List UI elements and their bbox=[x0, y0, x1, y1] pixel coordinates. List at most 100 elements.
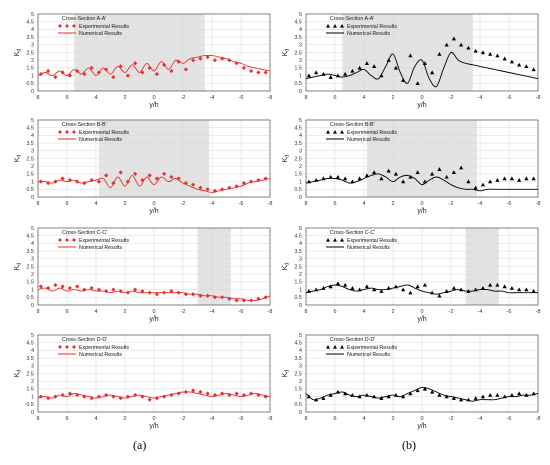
legend-marker bbox=[333, 130, 337, 134]
experimental-point bbox=[415, 284, 420, 289]
experimental-point bbox=[415, 81, 420, 85]
experimental-point bbox=[488, 51, 493, 56]
y-tick-label: 4 bbox=[31, 348, 34, 354]
legend-marker bbox=[340, 130, 344, 134]
y-axis-label: Kd bbox=[14, 263, 23, 271]
y-tick-label: 3 bbox=[299, 149, 302, 155]
experimental-point bbox=[198, 293, 203, 298]
chart-title: Cross-Section A-A' bbox=[330, 16, 374, 22]
plot-frame bbox=[305, 334, 539, 413]
experimental-point bbox=[473, 48, 478, 53]
experimental-point bbox=[364, 284, 369, 289]
y-axis-label: Kd bbox=[14, 370, 23, 378]
y-axis-label: Kd bbox=[282, 370, 291, 378]
experimental-point bbox=[46, 396, 51, 401]
experimental-point bbox=[379, 289, 384, 293]
experimental-point bbox=[495, 177, 500, 182]
experimental-point bbox=[451, 396, 456, 400]
experimental-point bbox=[198, 389, 203, 395]
y-tick-label: 4 bbox=[31, 241, 34, 247]
legend-marker bbox=[65, 24, 69, 28]
x-axis-label: y/h bbox=[149, 102, 158, 109]
x-axis-label: y/h bbox=[149, 316, 158, 323]
y-tick-label: 3.5 bbox=[26, 141, 34, 147]
experimental-point bbox=[444, 174, 449, 179]
legend-label: Experimental Results bbox=[347, 24, 397, 30]
legend-label: Numerical Results bbox=[347, 137, 390, 143]
experimental-point bbox=[386, 394, 391, 399]
y-tick-label: 0.5 bbox=[294, 187, 302, 193]
y-tick-label: 4.5 bbox=[26, 126, 34, 132]
y-axis-label: Kd bbox=[14, 49, 23, 57]
y-tick-label: 0 bbox=[299, 89, 302, 95]
y-tick-label: 5 bbox=[299, 118, 302, 124]
experimental-point bbox=[198, 185, 203, 190]
y-tick-label: 3.5 bbox=[294, 35, 302, 41]
x-tick-label: -6 bbox=[239, 95, 244, 101]
experimental-point bbox=[437, 167, 442, 171]
legend-label: Experimental Results bbox=[347, 345, 397, 351]
y-tick-label: 0 bbox=[299, 303, 302, 309]
x-tick-label: 6 bbox=[65, 201, 68, 207]
x-tick-label: -6 bbox=[239, 416, 244, 422]
x-tick-label: 8 bbox=[36, 309, 39, 315]
experimental-point bbox=[205, 391, 210, 396]
legend-marker bbox=[72, 130, 76, 134]
y-tick-label: 2 bbox=[31, 164, 34, 170]
y-tick-label: 0 bbox=[299, 410, 302, 416]
y-tick-label: 4 bbox=[299, 27, 302, 33]
y-tick-label: 1.5 bbox=[294, 387, 302, 393]
experimental-point bbox=[509, 176, 514, 181]
experimental-point bbox=[140, 289, 145, 294]
y-tick-label: 3.5 bbox=[294, 249, 302, 255]
y-tick-label: 1 bbox=[31, 73, 34, 79]
x-tick-label: -2 bbox=[181, 416, 186, 422]
experimental-point bbox=[531, 176, 536, 181]
x-tick-label: 2 bbox=[391, 309, 394, 315]
x-tick-label: -4 bbox=[478, 201, 483, 207]
experimental-point bbox=[517, 62, 522, 67]
experimental-point bbox=[524, 287, 529, 292]
x-tick-label: 0 bbox=[420, 416, 423, 422]
experimental-point bbox=[502, 284, 507, 289]
chart-title: Cross-Section B-B' bbox=[330, 122, 375, 128]
experimental-point bbox=[234, 391, 239, 396]
y-tick-label: 1 bbox=[31, 287, 34, 293]
x-tick-label: 8 bbox=[304, 201, 307, 207]
y-tick-label: 3 bbox=[299, 43, 302, 49]
x-tick-label: 4 bbox=[362, 95, 365, 101]
y-tick-label: 3.5 bbox=[26, 249, 34, 255]
experimental-point bbox=[133, 61, 138, 66]
x-tick-label: 6 bbox=[333, 416, 336, 422]
experimental-point bbox=[335, 281, 340, 286]
chart-a-2: 00.511.522.533.544.558 6 4 2 0 -2 -4 -6 -8y/hKdC… bbox=[14, 118, 272, 215]
experimental-point bbox=[162, 394, 167, 399]
y-axis-label: Kd bbox=[14, 155, 23, 163]
plot-frame bbox=[305, 227, 539, 306]
y-tick-label: 3.5 bbox=[26, 356, 34, 362]
x-tick-label: -2 bbox=[181, 201, 186, 207]
legend-marker bbox=[326, 345, 330, 349]
y-tick-label: 3 bbox=[31, 257, 34, 263]
x-axis-label: y/h bbox=[149, 208, 158, 215]
y-tick-label: 5 bbox=[31, 333, 34, 339]
x-tick-label: 4 bbox=[94, 416, 97, 422]
x-tick-label: -2 bbox=[181, 95, 186, 101]
experimental-point bbox=[473, 396, 478, 400]
x-tick-label: 4 bbox=[94, 309, 97, 315]
x-tick-label: 6 bbox=[65, 309, 68, 315]
experimental-point bbox=[488, 282, 493, 287]
experimental-point bbox=[212, 58, 217, 63]
experimental-point bbox=[249, 391, 254, 396]
experimental-point bbox=[111, 394, 116, 399]
experimental-point bbox=[466, 45, 471, 50]
experimental-point bbox=[82, 287, 87, 292]
chart-b-2: 00.511.522.533.544.558 6 4 2 0 -2 -4 -6 -8y/hKdC… bbox=[282, 118, 540, 215]
y-tick-label: 1.5 bbox=[26, 66, 34, 72]
x-tick-label: -4 bbox=[478, 95, 483, 101]
x-tick-label: 2 bbox=[123, 201, 126, 207]
chart-a-1: 00.511.522.533.544.558 6 4 2 0 -2 -4 -6 -8y/hKdC… bbox=[14, 12, 272, 109]
y-tick-label: 0 bbox=[31, 195, 34, 201]
experimental-point bbox=[191, 388, 196, 393]
experimental-point bbox=[408, 391, 413, 396]
